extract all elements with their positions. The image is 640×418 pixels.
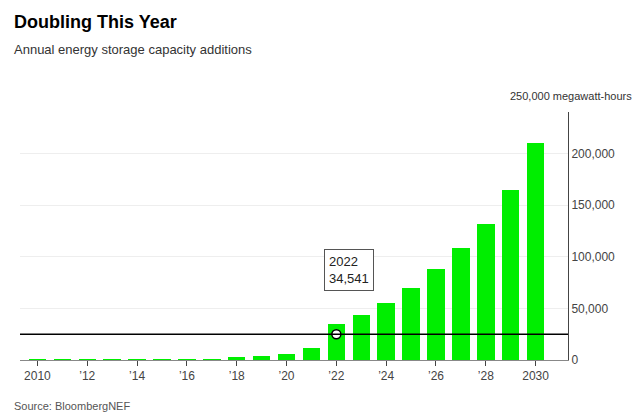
svg-text:’18: ’18 [229, 369, 245, 383]
svg-text:Source: BloombergNEF: Source: BloombergNEF [14, 400, 130, 412]
svg-text:’16: ’16 [179, 369, 195, 383]
svg-text:’24: ’24 [378, 369, 394, 383]
svg-text:’22: ’22 [328, 369, 344, 383]
svg-text:0: 0 [571, 353, 578, 367]
svg-text:150,000: 150,000 [571, 198, 615, 212]
svg-text:’12: ’12 [79, 369, 95, 383]
svg-text:’26: ’26 [428, 369, 444, 383]
svg-text:Annual energy storage capacity: Annual energy storage capacity additions [14, 42, 252, 57]
svg-text:’14: ’14 [129, 369, 145, 383]
svg-text:’28: ’28 [478, 369, 494, 383]
svg-text:202234,541: 202234,541 [329, 254, 369, 286]
svg-text:2010: 2010 [24, 369, 51, 383]
svg-text:50,000: 50,000 [571, 302, 608, 316]
svg-text:2030: 2030 [522, 369, 549, 383]
svg-text:200,000: 200,000 [571, 147, 615, 161]
svg-text:Doubling This Year: Doubling This Year [14, 12, 177, 32]
svg-text:250,000 megawatt-hours: 250,000 megawatt-hours [510, 90, 632, 102]
svg-text:’20: ’20 [279, 369, 295, 383]
svg-text:100,000: 100,000 [571, 250, 615, 264]
